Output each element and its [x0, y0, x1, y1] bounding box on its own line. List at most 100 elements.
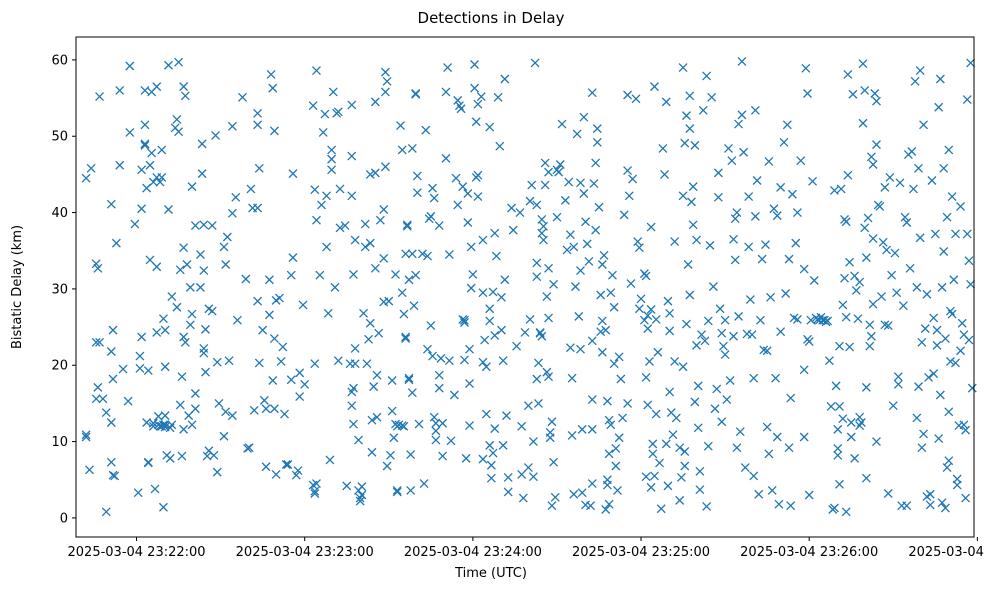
data-point	[685, 91, 695, 101]
data-point	[660, 169, 670, 179]
data-point	[421, 125, 431, 135]
data-point	[268, 376, 278, 385]
data-point	[486, 473, 496, 483]
data-point	[792, 208, 802, 218]
x-axis-ticks: 2025-03-04 23:22:00 2025-03-04 23:23:00 20…	[68, 537, 987, 560]
data-point	[587, 88, 597, 98]
data-point	[718, 341, 728, 351]
data-point	[631, 94, 641, 104]
data-point	[927, 176, 937, 185]
data-point	[323, 308, 333, 318]
data-point	[589, 179, 599, 189]
data-point	[485, 316, 495, 326]
data-point	[870, 89, 880, 98]
data-point	[222, 232, 232, 242]
data-point	[665, 326, 675, 336]
data-point	[322, 242, 332, 252]
data-point	[184, 411, 194, 421]
data-point	[668, 430, 678, 440]
data-point	[148, 418, 158, 428]
data-point	[576, 266, 585, 276]
data-point	[180, 337, 190, 347]
data-point	[389, 433, 399, 443]
data-point	[137, 332, 147, 342]
data-point	[238, 92, 247, 102]
data-point	[539, 235, 548, 245]
data-point	[111, 238, 121, 248]
data-point	[786, 501, 796, 511]
data-point	[681, 111, 691, 121]
data-point	[587, 336, 597, 346]
data-point	[426, 321, 436, 331]
data-point	[544, 263, 554, 273]
data-point	[187, 309, 197, 319]
data-point	[754, 489, 764, 499]
data-point	[465, 421, 474, 431]
data-point	[165, 453, 175, 463]
y-tick-label: 30	[51, 282, 68, 297]
data-point	[956, 202, 966, 211]
data-point	[470, 60, 480, 69]
data-point	[956, 346, 966, 356]
data-point	[431, 435, 441, 445]
data-point	[502, 411, 511, 421]
data-point	[567, 431, 577, 440]
data-point	[764, 156, 774, 166]
data-point	[863, 213, 873, 223]
data-point	[537, 228, 547, 238]
data-point	[370, 263, 380, 273]
data-point	[404, 373, 414, 383]
data-point	[164, 60, 173, 70]
data-point	[940, 503, 950, 513]
data-point	[190, 221, 200, 231]
data-point	[140, 140, 150, 150]
data-point	[533, 358, 543, 368]
data-point	[185, 282, 195, 292]
data-point	[258, 325, 268, 335]
data-point	[940, 334, 950, 343]
data-point	[858, 59, 868, 69]
data-point	[739, 147, 749, 157]
data-point	[582, 239, 592, 249]
data-point	[441, 87, 451, 97]
data-point	[772, 211, 782, 221]
data-point	[856, 418, 866, 427]
data-point	[261, 462, 271, 472]
data-point	[253, 108, 263, 118]
data-point	[517, 469, 527, 479]
data-point	[434, 370, 444, 380]
data-point	[865, 320, 875, 330]
data-point	[912, 413, 922, 423]
data-point	[370, 97, 380, 107]
data-point	[650, 471, 659, 481]
data-point	[860, 85, 870, 95]
data-point	[887, 270, 897, 280]
data-point	[392, 487, 402, 497]
data-point	[360, 242, 370, 252]
data-point	[86, 163, 96, 173]
data-point	[861, 473, 871, 483]
data-point	[604, 415, 614, 425]
y-tick-label: 60	[51, 53, 68, 68]
data-point	[693, 381, 703, 391]
data-point	[939, 247, 949, 256]
y-tick-label: 10	[51, 435, 68, 450]
data-point	[779, 137, 789, 147]
data-point	[412, 171, 422, 181]
data-point	[396, 121, 406, 131]
data-point	[118, 364, 128, 374]
data-point	[106, 418, 116, 427]
data-point	[643, 311, 653, 321]
data-point	[962, 95, 972, 105]
data-point	[624, 191, 634, 201]
data-point	[523, 401, 533, 411]
data-point	[540, 158, 550, 168]
data-point	[480, 335, 490, 345]
data-point	[518, 493, 528, 503]
data-point	[182, 260, 192, 269]
data-point	[197, 139, 207, 149]
data-point	[616, 374, 626, 384]
data-point	[201, 324, 210, 334]
data-point	[327, 154, 337, 164]
data-point	[829, 185, 839, 195]
